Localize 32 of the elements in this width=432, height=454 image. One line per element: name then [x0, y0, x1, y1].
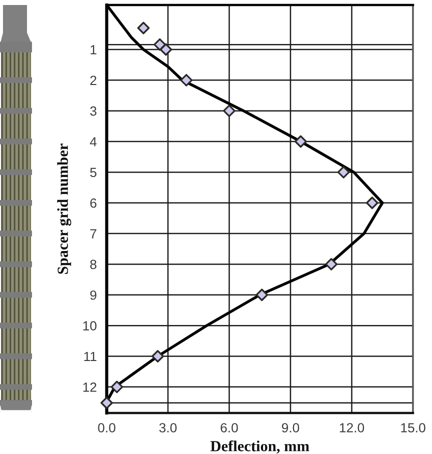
y-tick-label: 5: [90, 168, 96, 178]
y-tick-label: 6: [90, 198, 96, 208]
point: [223, 104, 236, 118]
point: [137, 22, 150, 34]
x-tick-label: 0.0: [98, 423, 116, 432]
x-axis-title: Deflection, mm: [210, 440, 310, 454]
x-tick-label: 15.0: [401, 423, 426, 432]
y-tick-label: 11: [84, 352, 96, 362]
y-tick-label: 2: [90, 76, 96, 85]
point: [256, 288, 268, 302]
y-tick-label: 7: [90, 229, 96, 238]
y-axis-title: Spacer grid number: [57, 144, 72, 274]
point: [325, 258, 338, 270]
y-tick-label: 10: [83, 321, 96, 330]
x-tick-label: 9.0: [282, 423, 300, 432]
point: [110, 380, 124, 394]
y-tick-label: 8: [90, 260, 96, 270]
x-tick-label: 12.0: [340, 423, 364, 432]
x-tick-label: 6.0: [220, 423, 238, 432]
point: [366, 196, 378, 210]
x-tick-label: 3.0: [159, 423, 177, 432]
y-tick-label: 9: [90, 290, 96, 300]
y-tick-label: 1: [90, 45, 96, 54]
y-tick-label: 3: [90, 106, 96, 116]
point: [337, 166, 350, 178]
point: [152, 350, 164, 362]
point: [100, 396, 113, 410]
point: [160, 43, 172, 56]
point: [294, 135, 307, 148]
y-tick-label: 12: [83, 382, 96, 392]
y-tick-label: 4: [90, 137, 97, 146]
point: [180, 74, 193, 86]
